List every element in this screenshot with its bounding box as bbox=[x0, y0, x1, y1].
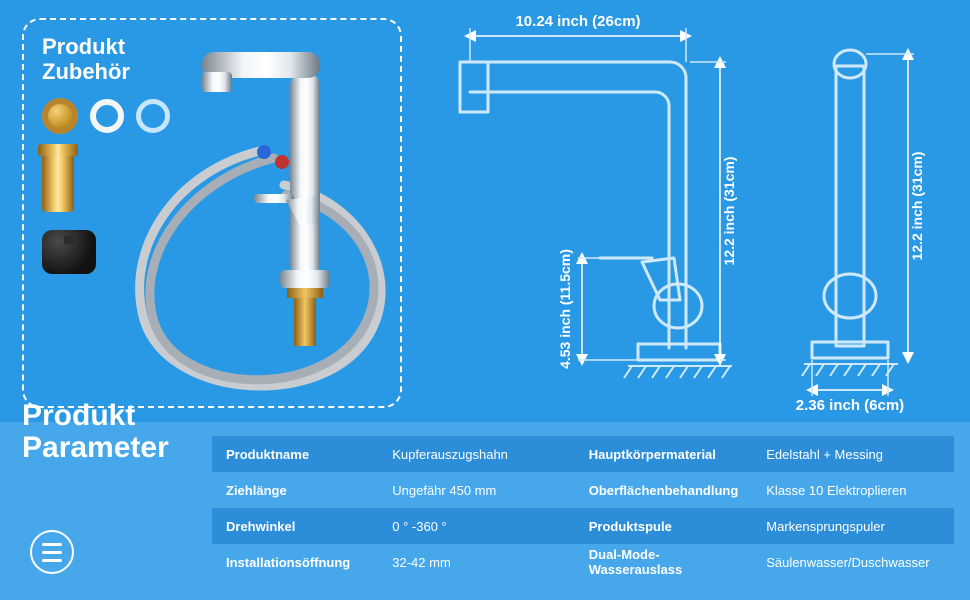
param-label: Oberflächenbehandlung bbox=[575, 472, 753, 508]
param-label: Produktspule bbox=[575, 508, 753, 544]
brass-nut-icon bbox=[42, 98, 78, 134]
dim-base-width: 2.36 inch (6cm) bbox=[796, 397, 904, 414]
dimension-diagram: 10.24 inch (26cm) 12.2 inch (31cm) 4.53 … bbox=[420, 6, 960, 418]
param-label: Dual-Mode-Wasserauslass bbox=[575, 544, 753, 580]
param-value: Säulenwasser/Duschwasser bbox=[752, 544, 954, 580]
table-row: Produktname Kupferauszugshahn Hauptkörpe… bbox=[212, 436, 954, 472]
table-row: Installationsöffnung 32-42 mm Dual-Mode-… bbox=[212, 544, 954, 580]
param-value: Markensprungspuler bbox=[752, 508, 954, 544]
menu-button[interactable] bbox=[30, 530, 74, 574]
dim-height: 12.2 inch (31cm) bbox=[721, 157, 737, 266]
param-label: Hauptkörpermaterial bbox=[575, 436, 753, 472]
parameter-table: Produktname Kupferauszugshahn Hauptkörpe… bbox=[212, 436, 954, 580]
accessory-title-l2: Zubehör bbox=[42, 59, 130, 84]
brass-tube-icon bbox=[42, 152, 74, 212]
accessory-box: Produkt Zubehör bbox=[22, 18, 402, 408]
hose-weight-icon bbox=[42, 230, 96, 274]
param-title-l2: Parameter bbox=[22, 431, 169, 464]
param-value: 32-42 mm bbox=[378, 544, 574, 580]
accessory-title-l1: Produkt bbox=[42, 34, 125, 59]
dim-handle-height: 4.53 inch (11.5cm) bbox=[557, 249, 573, 369]
faucet-photo bbox=[194, 42, 384, 382]
dim-width: 10.24 inch (26cm) bbox=[515, 13, 640, 30]
param-label: Installationsöffnung bbox=[212, 544, 378, 580]
param-value: Ungefähr 450 mm bbox=[378, 472, 574, 508]
param-value: Edelstahl + Messing bbox=[752, 436, 954, 472]
param-label: Produktname bbox=[212, 436, 378, 472]
parameter-title: Produkt Parameter bbox=[22, 400, 169, 463]
param-label: Drehwinkel bbox=[212, 508, 378, 544]
parameter-panel: Produkt Parameter Produktname Kupferausz… bbox=[0, 422, 970, 600]
washer-blue-icon bbox=[136, 99, 170, 133]
accessory-title: Produkt Zubehör bbox=[42, 34, 130, 85]
param-title-l1: Produkt bbox=[22, 399, 135, 432]
dim-side-height: 12.2 inch (31cm) bbox=[909, 152, 925, 261]
washer-white-icon bbox=[90, 99, 124, 133]
table-row: Drehwinkel 0 ° -360 ° Produktspule Marke… bbox=[212, 508, 954, 544]
table-row: Ziehlänge Ungefähr 450 mm Oberflächenbeh… bbox=[212, 472, 954, 508]
param-value: 0 ° -360 ° bbox=[378, 508, 574, 544]
param-value: Kupferauszugshahn bbox=[378, 436, 574, 472]
param-label: Ziehlänge bbox=[212, 472, 378, 508]
param-value: Klasse 10 Elektroplieren bbox=[752, 472, 954, 508]
